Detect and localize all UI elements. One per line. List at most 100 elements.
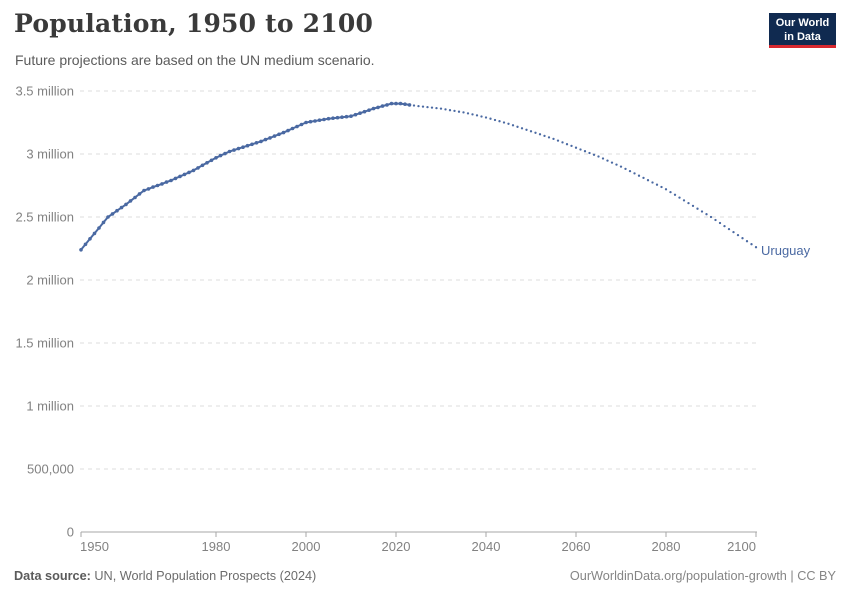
projection-dot (705, 213, 708, 216)
historical-data-point (106, 215, 110, 219)
projection-dot (529, 130, 533, 133)
data-source: Data source: UN, World Population Prospe… (14, 569, 316, 583)
historical-data-point (376, 105, 380, 110)
historical-data-point (340, 115, 344, 119)
projection-dot (498, 120, 501, 123)
historical-data-point (236, 146, 241, 151)
historical-data-point (286, 128, 290, 133)
historical-data-point (187, 170, 191, 175)
projection-dot (502, 121, 506, 124)
projection-dot (430, 106, 434, 109)
historical-data-point (407, 103, 412, 107)
historical-data-point (97, 226, 101, 230)
projection-dot (750, 243, 753, 246)
historical-data-point (295, 124, 299, 129)
historical-data-point (209, 158, 214, 163)
historical-data-point (353, 112, 358, 117)
projection-dot (655, 183, 659, 186)
historical-data-point (398, 101, 403, 106)
projection-dot (525, 128, 528, 131)
historical-data-point (124, 202, 128, 207)
historical-data-point (155, 183, 160, 188)
x-tick-label: 1950 (80, 539, 109, 554)
projection-dot (637, 174, 641, 177)
projection-dot (462, 111, 465, 114)
historical-data-point (196, 166, 200, 170)
owid-logo-line2: in Data (784, 30, 821, 43)
projection-dot (691, 204, 695, 208)
projection-dot (660, 185, 663, 189)
projection-dot (471, 113, 474, 116)
x-tick-label: 1980 (202, 539, 231, 554)
projection-dot (736, 233, 740, 237)
historical-line (80, 102, 411, 251)
historical-data-point (191, 168, 196, 173)
historical-data-point (245, 143, 250, 148)
historical-data-point (326, 116, 331, 121)
historical-data-point (133, 195, 137, 200)
projection-dot (484, 116, 488, 119)
projection-dot (448, 109, 452, 112)
projection-dot (439, 107, 443, 110)
projection-dot (489, 117, 492, 120)
projection-dot (570, 144, 573, 148)
historical-data-point (367, 108, 371, 112)
projection-dot (615, 163, 618, 166)
historical-data-point (371, 106, 376, 111)
historical-data-point (151, 185, 155, 189)
projection-dot (435, 106, 438, 110)
projection-dot (624, 167, 627, 171)
historical-data-point (128, 199, 133, 203)
historical-data-point (160, 182, 164, 186)
historical-data-point (227, 149, 232, 154)
data-source-text: UN, World Population Prospects (2024) (90, 569, 317, 583)
historical-data-point (277, 132, 281, 137)
y-tick-label: 0 (67, 525, 74, 540)
projection-dot (457, 110, 461, 113)
historical-data-point (394, 101, 398, 106)
data-source-label: Data source: (14, 569, 91, 583)
projection-dot (610, 161, 614, 164)
historical-data-point (200, 163, 205, 168)
historical-data-point (299, 122, 304, 127)
footer-link[interactable]: OurWorldinData.org/population-growth | C… (569, 569, 836, 583)
projection-dot (651, 181, 654, 184)
historical-data-point (142, 188, 146, 193)
historical-data-point (403, 102, 407, 106)
historical-data-point (218, 153, 223, 158)
projection-dot (646, 179, 650, 182)
y-tick-label: 2.5 million (15, 210, 74, 225)
projection-dot (417, 104, 420, 108)
historical-data-point (214, 156, 218, 160)
historical-data-point (362, 109, 367, 114)
historical-data-point (272, 134, 277, 138)
projection-dot (493, 118, 497, 122)
y-tick-label: 1 million (26, 399, 74, 414)
projection-dot (606, 159, 609, 162)
projection-dot (741, 237, 744, 240)
projection-dot (723, 224, 726, 228)
historical-data-point (79, 248, 83, 252)
projection-dot (718, 221, 722, 225)
projection-dot (480, 115, 483, 118)
projection-dot (561, 141, 564, 144)
historical-data-point (146, 187, 151, 191)
historical-data-point (169, 178, 173, 183)
historical-data-point (389, 101, 394, 106)
y-tick-label: 500,000 (27, 462, 74, 477)
projection-dot (552, 137, 555, 141)
historical-data-point (263, 137, 268, 142)
projection-dot (466, 112, 470, 115)
projection-dot (547, 136, 551, 139)
y-tick-label: 3.5 million (15, 84, 74, 99)
historical-data-point (322, 117, 326, 122)
projection-dot (696, 207, 699, 210)
owid-logo[interactable]: Our World in Data (769, 13, 836, 48)
historical-data-point (290, 126, 295, 131)
projection-dot (592, 153, 596, 156)
projection-dot (588, 151, 591, 155)
projection-dot (664, 188, 668, 191)
x-tick-label: 2060 (562, 539, 591, 554)
historical-data-point (83, 242, 88, 247)
historical-data-point (250, 142, 254, 147)
